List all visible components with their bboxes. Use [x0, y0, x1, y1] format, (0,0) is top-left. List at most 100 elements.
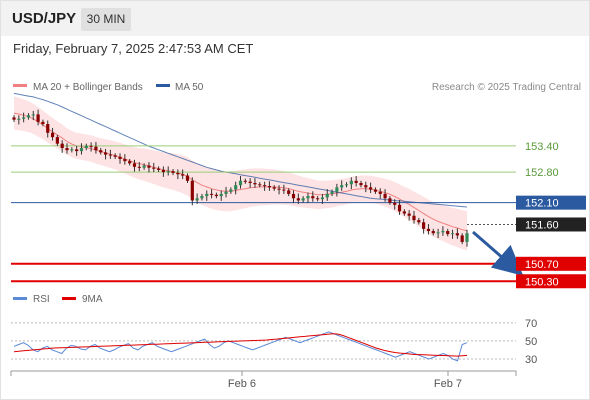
- candlestick-series: [12, 109, 469, 247]
- candle-body: [455, 233, 459, 236]
- candle-body: [306, 196, 310, 199]
- candle-body: [262, 185, 267, 187]
- candle-body: [287, 190, 291, 194]
- candle-body: [417, 220, 421, 223]
- candle-body: [344, 184, 349, 186]
- candle-body: [296, 198, 300, 201]
- candle-body: [426, 228, 431, 232]
- support-tag-2: [516, 274, 586, 289]
- candle-body: [422, 222, 426, 229]
- candle-body: [364, 185, 368, 188]
- candle-body: [166, 171, 170, 173]
- candle-body: [195, 198, 199, 201]
- candle-body: [31, 114, 35, 116]
- candle-body: [55, 137, 59, 144]
- candle-body: [373, 189, 378, 192]
- resistance-label-2: 152.80: [525, 167, 559, 179]
- toolbar: USD/JPY 30 MIN: [1, 1, 589, 36]
- candle-body: [335, 187, 339, 192]
- ma20-legend-swatch: [13, 84, 27, 87]
- ma50-legend-label: MA 50: [175, 82, 204, 93]
- candle-body: [436, 232, 440, 234]
- candle-body: [12, 117, 16, 120]
- candle-body: [446, 231, 450, 235]
- candle-body: [248, 181, 252, 183]
- ma20-line: [13, 112, 468, 232]
- candle-body: [397, 204, 402, 212]
- support-tag-1: [516, 256, 586, 271]
- candle-body: [103, 152, 108, 155]
- candle-body: [17, 118, 21, 120]
- candle-body: [200, 196, 204, 199]
- candle-body: [147, 165, 151, 168]
- candle-body: [359, 182, 363, 186]
- candle-body: [60, 143, 64, 149]
- candle-body: [22, 117, 26, 119]
- ma50-line: [13, 92, 468, 208]
- ma50-legend-swatch: [156, 84, 170, 87]
- candle-body: [152, 167, 156, 169]
- last-price-tag: [516, 217, 586, 232]
- symbol-title: USD/JPY: [12, 10, 77, 27]
- support-label-2: 150.30: [525, 276, 559, 288]
- credit-text: Research © 2025 Trading Central: [432, 82, 581, 93]
- candle-body: [79, 148, 84, 152]
- rsi-tick-70: 70: [525, 318, 537, 330]
- candle-body: [70, 149, 74, 151]
- candle-body: [378, 191, 382, 194]
- rsi-ma-line: [13, 333, 468, 357]
- candle-body: [258, 184, 262, 186]
- candle-body: [243, 180, 247, 182]
- candle-body: [181, 174, 185, 176]
- candle-body: [108, 154, 112, 156]
- candle-body: [41, 121, 45, 125]
- candle-body: [460, 235, 464, 242]
- candle-body: [234, 185, 238, 190]
- candle-body: [277, 188, 281, 190]
- candle-body: [291, 193, 296, 199]
- candle-body: [214, 194, 219, 197]
- candle-body: [156, 168, 161, 170]
- candle-body: [84, 145, 88, 149]
- rsi-legend-label: RSI: [33, 294, 50, 305]
- candle-body: [142, 165, 146, 168]
- rsi-ma-legend-swatch: [62, 297, 76, 300]
- support-label-1: 150.70: [525, 259, 559, 271]
- candle-body: [161, 169, 165, 173]
- pivot-tag: [516, 195, 586, 210]
- candle-body: [171, 171, 175, 173]
- candle-body: [407, 213, 411, 216]
- candle-body: [393, 202, 397, 205]
- candle-body: [65, 148, 69, 151]
- candle-body: [75, 149, 79, 152]
- candle-body: [118, 156, 122, 159]
- rsi-ma-legend-label: 9MA: [82, 294, 103, 305]
- x-label-feb7: Feb 7: [434, 378, 462, 390]
- candle-body: [46, 124, 50, 133]
- last-price-label: 151.60: [525, 219, 559, 231]
- candle-body: [113, 155, 117, 157]
- candle-body: [267, 186, 272, 188]
- x-label-feb6: Feb 6: [228, 378, 256, 390]
- rsi-legend-swatch: [13, 297, 27, 300]
- candle-body: [412, 215, 416, 221]
- candle-body: [465, 233, 469, 242]
- price-legend: MA 20 + Bollinger Bands MA 50 Research ©…: [13, 82, 581, 93]
- candle-body: [369, 187, 373, 190]
- candle-body: [354, 180, 358, 183]
- candle-body: [330, 191, 334, 194]
- candle-body: [190, 180, 194, 201]
- timeframe-button[interactable]: 30 MIN: [81, 8, 131, 31]
- candle-body: [89, 145, 93, 147]
- rsi-tick-50: 50: [525, 336, 537, 348]
- candle-body: [272, 187, 276, 189]
- forecast-arrow-icon: [472, 230, 524, 276]
- candle-body: [238, 180, 243, 186]
- candle-body: [282, 189, 286, 191]
- candle-body: [132, 163, 137, 167]
- candle-body: [176, 172, 180, 175]
- candle-body: [185, 175, 190, 181]
- candle-body: [94, 146, 98, 151]
- candle-body: [123, 158, 127, 162]
